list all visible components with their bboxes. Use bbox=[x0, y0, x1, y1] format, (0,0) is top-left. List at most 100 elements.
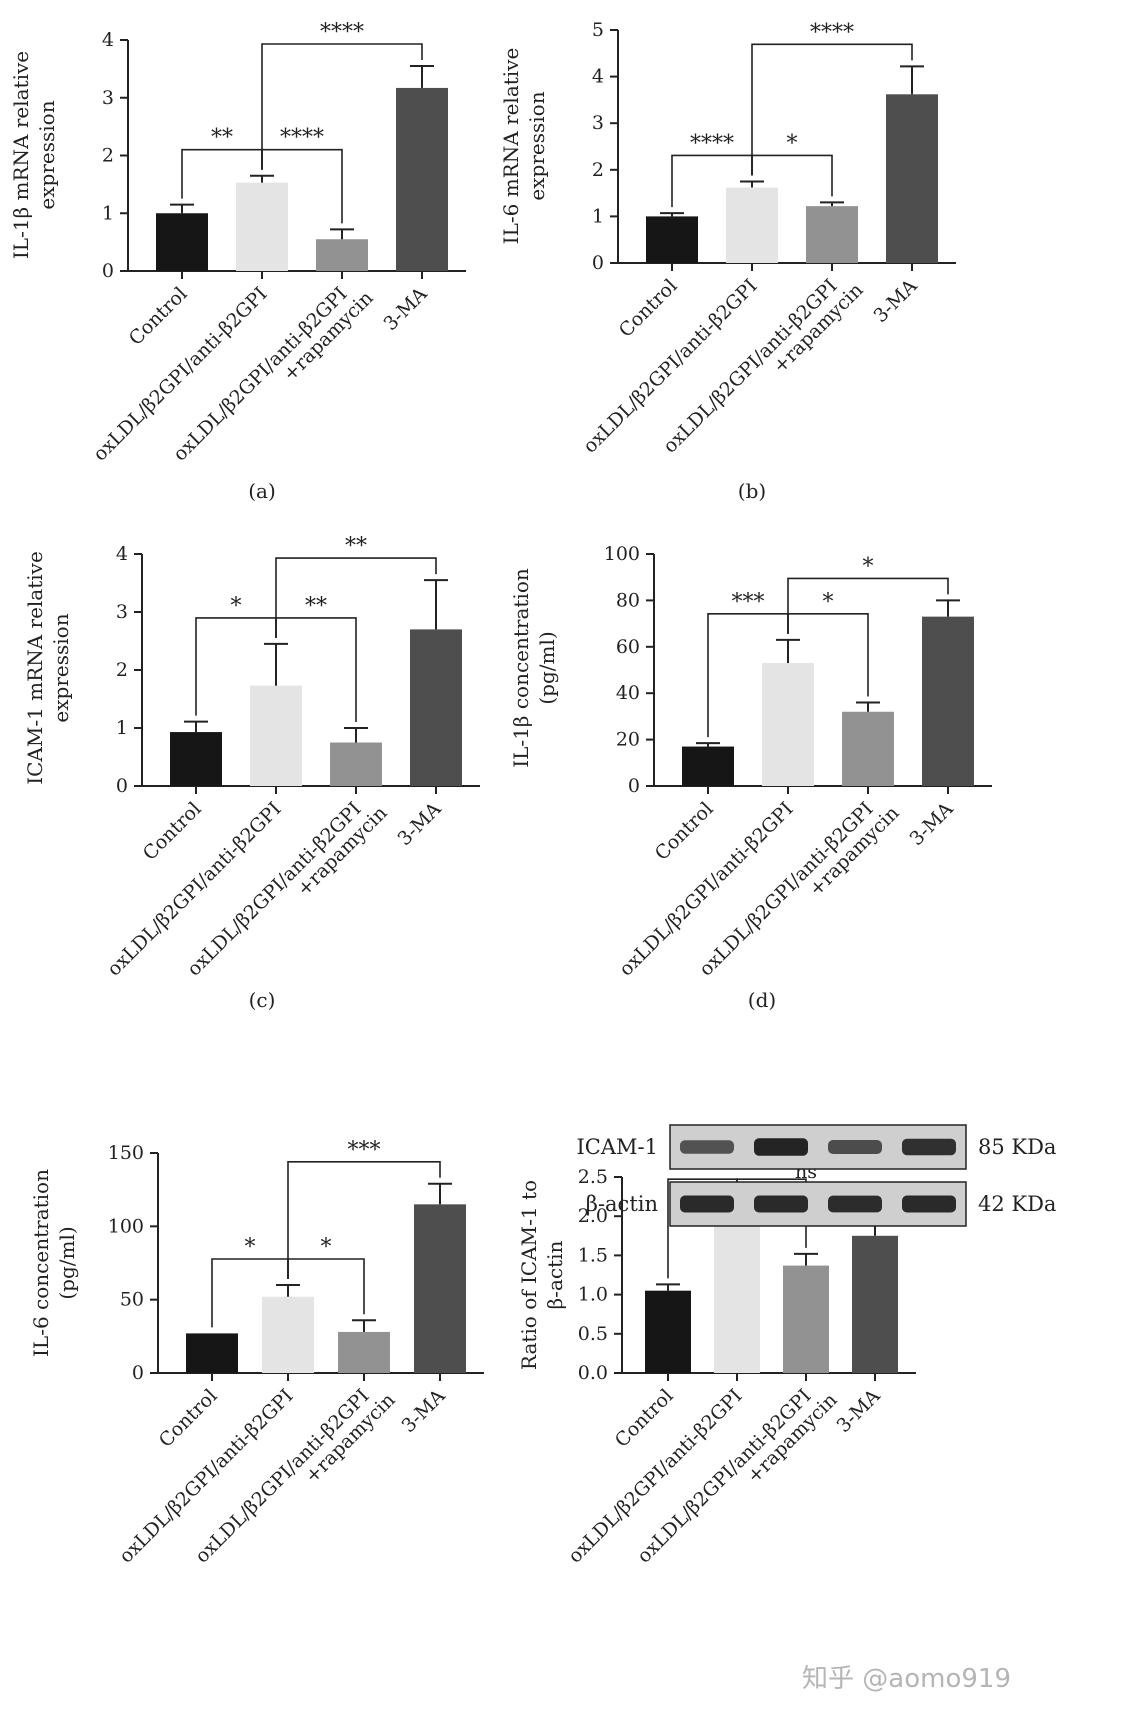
significance-label: **** bbox=[280, 126, 324, 151]
blot-band bbox=[680, 1195, 734, 1213]
y-tick-label: 2 bbox=[116, 659, 128, 681]
bar bbox=[170, 732, 222, 786]
bar bbox=[646, 216, 698, 263]
blot-band bbox=[902, 1138, 956, 1156]
significance-bracket bbox=[287, 1161, 441, 1279]
y-tick-label: 4 bbox=[116, 543, 128, 565]
significance-bracket bbox=[261, 43, 423, 170]
x-tick-label: oxLDL/β2GPI/anti-β2GPI bbox=[659, 275, 842, 458]
x-tick-label: Control bbox=[125, 283, 192, 350]
y-tick-label: 3 bbox=[102, 87, 114, 109]
significance-label: **** bbox=[810, 20, 854, 45]
significance-label: **** bbox=[320, 20, 364, 45]
y-axis-label: expression bbox=[525, 91, 549, 200]
blot-size-label: 85 KDa bbox=[978, 1135, 1056, 1159]
x-tick-label: Control bbox=[139, 798, 206, 865]
y-tick-label: 0 bbox=[132, 1362, 144, 1384]
y-axis-label: (pg/ml) bbox=[535, 631, 559, 704]
y-axis-label: IL-1β mRNA relative bbox=[9, 51, 33, 259]
panel-caption: (c) bbox=[249, 988, 276, 1012]
blot-band bbox=[828, 1195, 882, 1213]
x-tick-label: 3-MA bbox=[869, 275, 921, 327]
y-tick-label: 0 bbox=[628, 775, 640, 797]
y-axis-label: IL-6 concentration bbox=[29, 1169, 53, 1357]
y-tick-label: 1 bbox=[592, 205, 604, 227]
x-tick-label: Control bbox=[651, 798, 718, 865]
watermark: 知乎 @aomo919 bbox=[802, 1664, 1011, 1694]
significance-label: ** bbox=[211, 126, 233, 151]
y-tick-label: 1.0 bbox=[578, 1284, 608, 1306]
y-tick-label: 0.0 bbox=[578, 1362, 608, 1384]
panel-caption: (d) bbox=[748, 988, 776, 1012]
bar bbox=[410, 629, 462, 786]
significance-label: * bbox=[231, 594, 242, 619]
bar bbox=[762, 663, 814, 786]
y-axis-label: Ratio of ICAM-1 to bbox=[517, 1180, 541, 1370]
panel-caption: (a) bbox=[248, 479, 276, 503]
bar bbox=[886, 94, 938, 263]
significance-label: *** bbox=[732, 590, 765, 615]
y-axis-label: IL-6 mRNA relative bbox=[499, 48, 523, 245]
x-tick-label: 3-MA bbox=[397, 1385, 449, 1437]
y-axis-label: β-actin bbox=[543, 1241, 567, 1310]
significance-bracket bbox=[275, 557, 437, 638]
y-tick-label: 100 bbox=[108, 1215, 144, 1237]
y-tick-label: 150 bbox=[108, 1142, 144, 1164]
y-tick-label: 50 bbox=[120, 1289, 144, 1311]
bar bbox=[236, 182, 288, 271]
bar bbox=[262, 1296, 314, 1373]
bar bbox=[645, 1290, 691, 1373]
x-tick-label: 3-MA bbox=[905, 798, 957, 850]
bar bbox=[783, 1265, 829, 1373]
y-tick-label: 2.0 bbox=[578, 1205, 608, 1227]
y-tick-label: 2 bbox=[102, 145, 114, 167]
bar bbox=[726, 187, 778, 263]
blot-band bbox=[680, 1140, 734, 1154]
significance-bracket bbox=[787, 577, 949, 634]
significance-label: ** bbox=[305, 594, 327, 619]
significance-label: *** bbox=[348, 1138, 381, 1163]
x-tick-label: Control bbox=[611, 1385, 678, 1452]
y-axis-label: IL-1β concentration bbox=[509, 568, 533, 768]
significance-bracket bbox=[751, 43, 913, 176]
significance-label: * bbox=[245, 1235, 256, 1260]
y-tick-label: 2.5 bbox=[578, 1166, 608, 1188]
blot-protein-label: β-actin bbox=[586, 1192, 658, 1216]
x-tick-label: 3-MA bbox=[379, 283, 431, 335]
significance-label: * bbox=[787, 131, 798, 156]
significance-label: **** bbox=[690, 131, 734, 156]
bar bbox=[922, 616, 974, 786]
y-tick-label: 1.5 bbox=[578, 1244, 608, 1266]
y-tick-label: 1 bbox=[102, 202, 114, 224]
x-tick-label: oxLDL/β2GPI/anti-β2GPI bbox=[695, 798, 878, 981]
bar bbox=[330, 742, 382, 786]
panel-c-icam1-mrna: 0 1 2 3 4 ICAM-1 mRNA relative expression Contr… bbox=[23, 534, 480, 1012]
blot-band bbox=[828, 1140, 882, 1154]
blot-size-label: 42 KDa bbox=[978, 1192, 1056, 1216]
y-axis-label: (pg/ml) bbox=[55, 1226, 79, 1299]
significance-label: * bbox=[823, 590, 834, 615]
blot-band bbox=[754, 1138, 808, 1156]
blot-protein-label: ICAM-1 bbox=[577, 1135, 659, 1159]
y-tick-label: 60 bbox=[616, 636, 640, 658]
blot-band bbox=[902, 1195, 956, 1213]
panel-d-il1b-concentration: 0 20 40 60 80 100 IL-1β concentration (pg/ml) Co… bbox=[509, 543, 992, 1012]
y-tick-label: 3 bbox=[592, 112, 604, 134]
y-tick-label: 80 bbox=[616, 589, 640, 611]
x-tick-label: 3-MA bbox=[832, 1385, 884, 1437]
y-tick-label: 40 bbox=[616, 682, 640, 704]
y-tick-label: 2 bbox=[592, 159, 604, 181]
y-tick-label: 5 bbox=[592, 19, 604, 41]
x-tick-label: oxLDL/β2GPI/anti-β2GPI bbox=[183, 798, 366, 981]
x-tick-label: Control bbox=[155, 1385, 222, 1452]
bar bbox=[186, 1333, 238, 1373]
y-tick-label: 3 bbox=[116, 601, 128, 623]
y-tick-label: 0 bbox=[102, 260, 114, 282]
western-blot: ICAM-1 85 KDa β-actin 42 KDa bbox=[577, 1124, 1056, 1227]
y-tick-label: 0 bbox=[592, 252, 604, 274]
bar bbox=[414, 1204, 466, 1373]
bar bbox=[156, 213, 208, 271]
panel-b-il6-mrna: 0 1 2 3 4 5 IL-6 mRNA relative expression Contro… bbox=[499, 19, 956, 503]
x-tick-label: oxLDL/β2GPI/anti-β2GPI bbox=[169, 283, 352, 466]
x-tick-label: Control bbox=[615, 275, 682, 342]
